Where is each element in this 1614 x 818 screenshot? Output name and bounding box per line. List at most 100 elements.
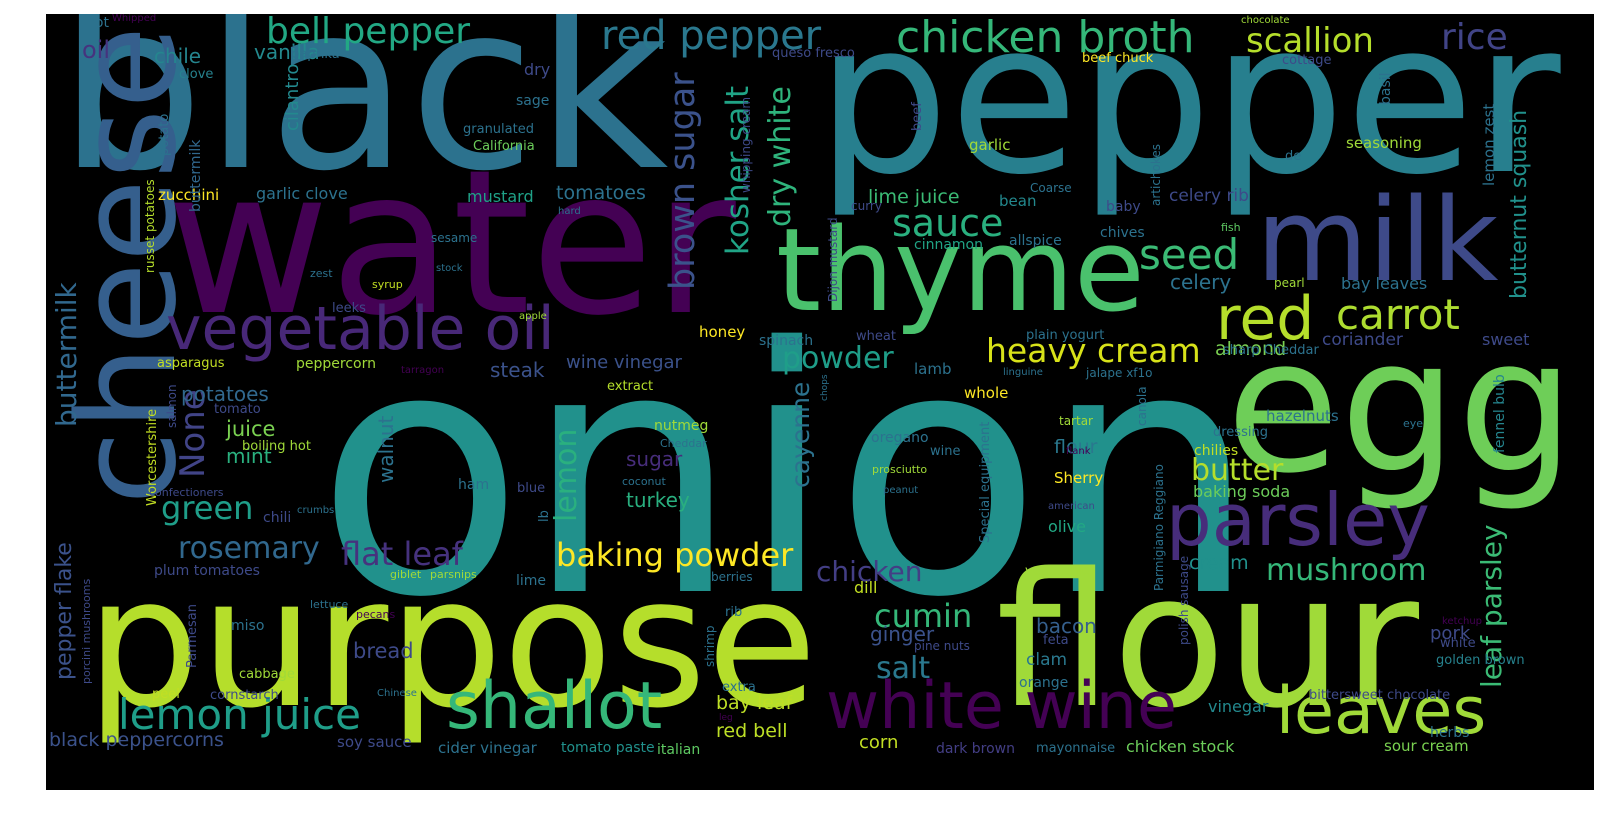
cloud-word: bay leaves	[1341, 274, 1428, 293]
cloud-word: buttermilk	[50, 282, 83, 427]
cloud-word: clove	[179, 67, 214, 82]
cloud-word: oil	[82, 36, 111, 64]
cloud-word: California	[473, 139, 535, 154]
cloud-word: egg	[1226, 298, 1575, 514]
cloud-word: pecans	[356, 608, 396, 621]
cloud-word: sugar	[626, 447, 683, 471]
cloud-word: honey	[699, 323, 746, 341]
cloud-word: boiling hot	[242, 439, 311, 454]
cloud-word: Whipped	[112, 14, 157, 24]
cloud-word: pork	[1430, 623, 1471, 644]
cloud-word: dark brown	[936, 741, 1016, 757]
word-cloud: onion black pepper water purpose flour egg chee…	[46, 14, 1594, 790]
cloud-word: white	[1440, 636, 1476, 651]
cloud-word: chilies	[1194, 443, 1239, 459]
cloud-word: confectioners	[149, 486, 224, 499]
cloud-word: water	[166, 127, 736, 360]
cloud-word: parsnips	[430, 568, 477, 581]
cloud-word: parsley	[1166, 478, 1430, 562]
cloud-word: porcini mushrooms	[80, 578, 93, 684]
cloud-word: wine	[930, 444, 961, 459]
cloud-word: plain yogurt	[1026, 328, 1105, 343]
cloud-word: potatoes	[181, 382, 269, 406]
cloud-word: tarragon	[401, 365, 445, 376]
cloud-word: leeks	[332, 301, 366, 316]
cloud-word: sauce	[892, 201, 1004, 245]
cloud-word: herbs	[1430, 725, 1470, 741]
cloud-word: Chinese	[377, 688, 417, 699]
cloud-word: mint	[226, 444, 272, 468]
cloud-word: soy sauce	[337, 733, 412, 751]
cloud-word: white wine	[826, 669, 1177, 744]
cloud-word: tomatoes	[556, 182, 646, 204]
cloud-word: coriander	[1322, 330, 1403, 350]
cloud-word: sharp Cheddar	[1223, 343, 1319, 358]
cloud-word: linguine	[1003, 367, 1043, 378]
cloud-word: giblet	[390, 568, 422, 581]
cloud-word: prosciutto	[872, 463, 928, 476]
cloud-word: zucchini	[158, 186, 220, 204]
cloud-word: cornstarch	[210, 688, 279, 703]
cloud-word: salmon	[165, 384, 179, 428]
cloud-word: Coarse	[1030, 181, 1072, 195]
cloud-word: miso	[231, 618, 265, 634]
cloud-word: cottage	[1282, 53, 1332, 68]
cloud-word: flank	[1066, 446, 1091, 457]
cloud-word: bittersweet chocolate	[1309, 688, 1451, 703]
cloud-word: curry	[851, 199, 882, 213]
cloud-word: stock	[436, 263, 463, 274]
cloud-word: american	[1048, 501, 1095, 512]
cloud-word: potato	[157, 113, 172, 156]
cloud-word: green	[161, 489, 254, 527]
cloud-word: bean	[999, 192, 1037, 210]
cloud-word: bay leaf	[716, 692, 793, 714]
cloud-word: mayonnaise	[1036, 741, 1116, 756]
cloud-word: flour	[996, 533, 1420, 749]
cloud-word: rib	[725, 605, 743, 620]
cloud-word: italian	[657, 742, 701, 758]
cloud-word: chives	[1100, 225, 1145, 241]
cloud-word: baking soda	[1193, 482, 1291, 501]
cloud-word: Dijon mustard	[826, 217, 840, 302]
cloud-word: spinach	[759, 333, 814, 349]
cloud-word: berries	[711, 570, 753, 584]
cloud-word: fish	[1221, 221, 1241, 234]
cloud-word: mushroom	[1266, 553, 1427, 588]
cloud-word: black	[58, 14, 669, 222]
cloud-word: powder	[782, 341, 894, 376]
cloud-word: Parmesan	[185, 604, 200, 668]
cloud-word: baking powder	[556, 536, 794, 574]
cloud-word: dry white	[763, 86, 798, 227]
cloud-word: vinegar	[1208, 697, 1269, 716]
cloud-word: purpose	[86, 539, 818, 748]
cloud-word: dill	[854, 578, 878, 597]
cloud-word: pepper	[816, 14, 1561, 221]
cloud-word: tomato paste	[561, 740, 655, 756]
cloud-word: butternut squash	[1507, 109, 1532, 299]
cloud-word: dressing	[1213, 425, 1268, 440]
cloud-word: cabbage	[239, 667, 295, 682]
cloud-word: pepper flake	[52, 542, 77, 680]
cloud-word: vegetable	[1025, 564, 1090, 579]
cloud-word: vanilla	[254, 40, 320, 64]
cloud-word: tomato	[214, 402, 261, 417]
cloud-word: vegetable oil	[166, 294, 555, 364]
cloud-word: seed	[1139, 230, 1240, 279]
cloud-word: lb	[537, 510, 552, 522]
cloud-word: Cheddar	[660, 437, 707, 450]
cloud-word: shallot	[446, 669, 663, 744]
cloud-word: hazelnuts	[1266, 407, 1339, 425]
cloud-word: chili	[263, 510, 292, 526]
cloud-word: almond	[1215, 338, 1287, 360]
cloud-word: whipping cream	[739, 96, 753, 193]
cloud-word: hard	[558, 206, 581, 217]
cloud-word: tartar	[1059, 414, 1093, 428]
cloud-word: sesame	[431, 231, 478, 245]
cloud-word: black peppercorns	[49, 729, 224, 751]
cloud-word: milk	[1256, 174, 1499, 308]
cloud-word: sage	[516, 93, 550, 109]
cloud-word: polish sausage	[1177, 555, 1191, 645]
cloud-word: blue	[517, 481, 546, 496]
cloud-word: corn	[859, 732, 899, 753]
cloud-word: bacon	[1036, 614, 1097, 638]
